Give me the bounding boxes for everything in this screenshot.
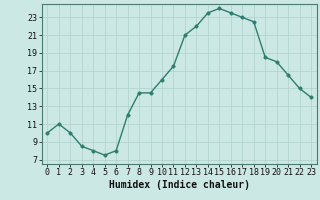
X-axis label: Humidex (Indice chaleur): Humidex (Indice chaleur): [109, 180, 250, 190]
